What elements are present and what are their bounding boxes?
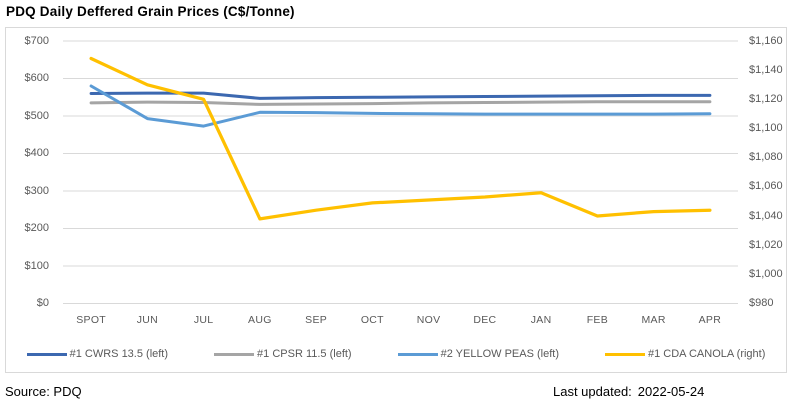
chart-legend: #1 CWRS 13.5 (left) #1 CPSR 11.5 (left) #2… — [6, 348, 786, 360]
y-axis-label-right: $1,060 — [749, 180, 783, 193]
x-axis-label-nov: NOV — [416, 314, 441, 326]
legend-label: #2 YELLOW PEAS (left) — [440, 348, 559, 360]
y-axis-label-left: $600 — [24, 72, 49, 84]
legend-line-swatch — [605, 352, 645, 356]
x-axis-label-jul: JUL — [193, 314, 214, 326]
y-axis-label-left: $500 — [24, 109, 49, 122]
y-axis-label-right: $1,160 — [749, 34, 783, 47]
x-axis-label-feb: FEB — [586, 314, 609, 326]
y-axis-left: $0 $100 $200 $300 $400 $500 $600 $700 — [6, 28, 51, 372]
y-axis-label-right: $1,020 — [749, 238, 783, 251]
legend-line-swatch — [214, 352, 255, 356]
y-axis-label-right: $1,080 — [749, 151, 783, 164]
x-axis-label-jun: JUN — [136, 314, 159, 326]
legend-label: #1 CDA CANOLA (right) — [648, 348, 766, 360]
series-line-1-cda-canola-right — [89, 56, 712, 221]
legend-label: #1 CPSR 11.5 (left) — [257, 348, 352, 360]
legend-item-1-cwrs-13-5-left: #1 CWRS 13.5 (left) — [26, 348, 169, 360]
series-line-1-cpsr-11-5-left — [89, 100, 712, 106]
y-axis-label-right: $980 — [749, 297, 774, 309]
page-title: PDQ Daily Deffered Grain Prices (C$/Tonn… — [6, 4, 295, 19]
last-updated-value: 2022-05-24 — [637, 384, 705, 399]
x-axis-label-mar: MAR — [641, 314, 666, 326]
legend-line-swatch — [397, 352, 438, 356]
x-axis-label-sep: SEP — [305, 314, 328, 326]
y-axis-right: $980 $1,000 $1,020 $1,040 $1,060 $1,080 $1,100… — [749, 28, 788, 372]
line-chart — [63, 40, 738, 304]
y-axis-label-left: $300 — [24, 184, 49, 197]
x-axis-label-oct: OCT — [360, 314, 384, 326]
y-axis-label-right: $1,120 — [749, 92, 783, 105]
x-axis-label-aug: AUG — [248, 314, 272, 326]
legend-item-1-cda-canola-right: #1 CDA CANOLA (right) — [605, 348, 765, 360]
source-text: Source: PDQ — [5, 384, 82, 399]
x-axis-label-dec: DEC — [473, 314, 497, 326]
y-axis-label-left: $0 — [36, 297, 49, 309]
series-line-2-yellow-peas-left — [89, 84, 712, 128]
y-axis-label-left: $100 — [24, 259, 49, 272]
x-axis-label-apr: APR — [698, 314, 722, 326]
x-axis-label-spot: SPOT — [76, 314, 107, 326]
y-axis-label-right: $1,000 — [749, 267, 783, 280]
last-updated-text: Last updated: 2022-05-24 — [553, 384, 704, 399]
series-line-1-cwrs-13-5-left — [89, 91, 712, 100]
y-axis-label-left: $700 — [24, 34, 49, 47]
x-axis-label-jan: JAN — [530, 314, 552, 326]
legend-item-2-yellow-peas-left: #2 YELLOW PEAS (left) — [397, 348, 559, 360]
y-axis-label-left: $200 — [24, 222, 49, 234]
legend-item-1-cpsr-11-5-left: #1 CPSR 11.5 (left) — [214, 348, 352, 360]
last-updated-label: Last updated: — [553, 384, 632, 399]
legend-label: #1 CWRS 13.5 (left) — [69, 348, 169, 360]
y-axis-label-right: $1,040 — [749, 209, 783, 222]
y-axis-label-right: $1,100 — [749, 122, 783, 134]
y-axis-label-left: $400 — [24, 147, 49, 159]
y-axis-label-right: $1,140 — [749, 63, 783, 76]
chart-container: $0 $100 $200 $300 $400 $500 $600 $700 $980 $1,00… — [5, 27, 787, 373]
legend-line-swatch — [26, 352, 67, 356]
